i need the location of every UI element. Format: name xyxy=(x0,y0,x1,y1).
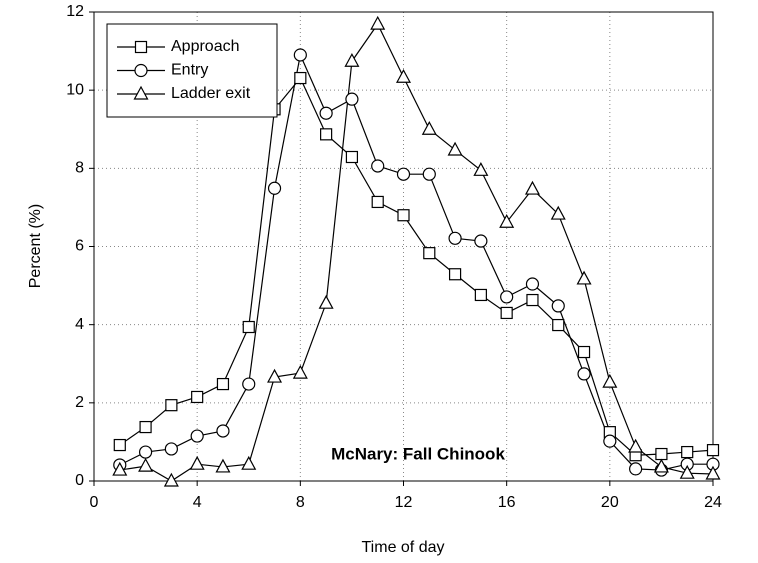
marker xyxy=(370,15,386,30)
legend-marker xyxy=(134,63,148,78)
legend-label: Approach xyxy=(171,38,240,55)
marker xyxy=(422,167,436,181)
marker xyxy=(138,445,153,459)
x-tick-label: 16 xyxy=(498,494,516,511)
marker xyxy=(681,445,694,459)
marker xyxy=(551,299,565,313)
x-tick-label: 0 xyxy=(90,494,99,511)
marker xyxy=(371,159,385,173)
marker xyxy=(655,447,668,461)
marker xyxy=(189,455,205,470)
marker xyxy=(396,167,411,181)
marker xyxy=(215,458,231,473)
marker xyxy=(165,399,178,412)
legend-label: Entry xyxy=(171,62,208,79)
x-tick-label: 20 xyxy=(601,494,619,511)
plot-frame xyxy=(93,11,714,482)
marker xyxy=(499,214,515,228)
marker xyxy=(629,462,643,476)
y-tick-label: 12 xyxy=(66,3,84,20)
marker xyxy=(705,465,721,480)
y-axis-label: Percent (%) xyxy=(27,204,44,288)
y-tick-label: 2 xyxy=(75,394,84,411)
y-tick-label: 0 xyxy=(75,472,84,489)
marker xyxy=(577,345,591,359)
marker xyxy=(550,205,566,220)
marker xyxy=(423,247,436,260)
marker xyxy=(447,141,463,156)
marker xyxy=(603,434,617,448)
marker xyxy=(679,464,695,479)
x-tick-label: 8 xyxy=(296,494,305,511)
marker xyxy=(242,377,256,391)
marker xyxy=(473,162,489,176)
marker xyxy=(216,424,230,438)
marker xyxy=(371,195,384,209)
annotation: McNary: Fall Chinook xyxy=(331,444,505,463)
y-tick-label: 6 xyxy=(75,238,84,255)
y-tick-label: 8 xyxy=(75,160,84,177)
marker xyxy=(344,52,360,67)
series-line xyxy=(119,76,714,456)
marker xyxy=(267,181,282,195)
marker xyxy=(164,442,178,456)
marker xyxy=(139,420,152,434)
legend-label: Ladder exit xyxy=(171,85,251,102)
marker xyxy=(576,270,592,285)
marker xyxy=(241,455,257,470)
marker xyxy=(500,306,513,320)
marker xyxy=(602,373,618,388)
marker xyxy=(706,444,720,457)
marker xyxy=(320,128,333,141)
marker xyxy=(191,390,204,404)
series-line xyxy=(119,22,714,482)
marker xyxy=(345,150,359,164)
x-tick-label: 4 xyxy=(193,494,202,511)
x-tick-label: 24 xyxy=(704,494,722,511)
marker xyxy=(292,364,308,379)
marker xyxy=(267,368,283,383)
marker xyxy=(318,294,334,309)
marker xyxy=(163,472,179,487)
marker xyxy=(395,69,412,83)
marker xyxy=(421,120,437,135)
marker xyxy=(474,234,488,248)
marker xyxy=(448,268,462,281)
marker xyxy=(294,71,307,85)
marker xyxy=(397,209,410,222)
marker xyxy=(474,288,487,302)
marker xyxy=(138,457,154,472)
marker xyxy=(345,92,359,106)
marker xyxy=(113,438,126,452)
y-tick-label: 4 xyxy=(75,316,84,333)
marker xyxy=(524,180,540,195)
marker xyxy=(577,367,591,381)
marker xyxy=(552,318,565,332)
x-axis-label: Time of day xyxy=(362,539,445,556)
legend-marker xyxy=(133,85,149,100)
marker xyxy=(242,320,255,334)
marker xyxy=(526,293,539,307)
marker xyxy=(500,290,514,304)
marker xyxy=(525,277,540,291)
marker xyxy=(653,458,669,473)
legend-marker xyxy=(134,40,148,54)
marker xyxy=(216,377,230,391)
marker xyxy=(628,438,644,453)
marker xyxy=(112,461,128,476)
marker xyxy=(190,429,204,443)
marker xyxy=(448,231,462,245)
x-tick-label: 12 xyxy=(395,494,413,511)
marker xyxy=(293,48,307,62)
y-tick-label: 10 xyxy=(66,81,84,98)
marker xyxy=(319,106,333,120)
